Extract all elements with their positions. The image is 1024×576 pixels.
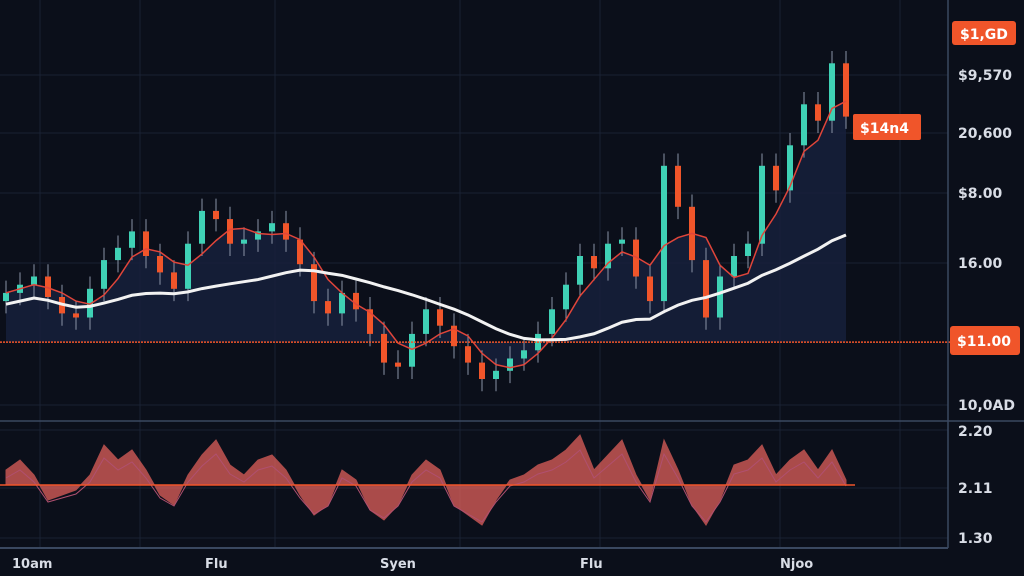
candle-body	[381, 333, 387, 363]
osc-tick-label: 2.20	[958, 424, 993, 440]
x-tick-label: 10am	[12, 557, 52, 572]
top-price-badge: $1,GD	[952, 21, 1016, 45]
x-tick-label: Flu	[580, 557, 603, 572]
candle-body	[591, 256, 597, 269]
svg-text:$11.00: $11.00	[957, 334, 1011, 350]
candle-body	[73, 313, 79, 318]
ma-area-fill	[6, 101, 846, 368]
candle-body	[647, 276, 653, 302]
candle-body	[101, 260, 107, 289]
candle-body	[507, 358, 513, 371]
candle-body	[325, 301, 331, 314]
y-tick-label: 10,0AD	[958, 398, 1015, 414]
svg-text:$14n4: $14n4	[860, 121, 909, 137]
x-tick-label: Syen	[380, 557, 416, 572]
candle-body	[185, 243, 191, 289]
candle-body	[661, 165, 667, 302]
candle-body	[269, 223, 275, 232]
candle-body	[549, 309, 555, 334]
candle-body	[171, 272, 177, 289]
candle-body	[367, 309, 373, 334]
candle-body	[619, 239, 625, 244]
candle-body	[773, 165, 779, 191]
x-tick-label: Njoo	[780, 557, 813, 572]
candle-body	[311, 264, 317, 302]
candle-body	[129, 231, 135, 248]
candles	[3, 51, 849, 392]
osc-tick-label: 2.11	[958, 481, 993, 497]
candle-body	[465, 346, 471, 363]
candle-body	[605, 243, 611, 269]
candle-body	[45, 276, 51, 297]
last-price-badge: $14n4	[853, 114, 921, 140]
oscillator-pane	[0, 434, 855, 526]
candle-body	[577, 256, 583, 285]
candle-body	[227, 219, 233, 244]
candle-body	[493, 370, 499, 379]
candle-body	[339, 292, 345, 314]
candle-body	[255, 231, 261, 240]
candle-body	[717, 276, 723, 318]
oscillator-area	[5, 434, 847, 526]
candle-body	[157, 256, 163, 273]
x-tick-label: Flu	[205, 557, 228, 572]
candle-body	[31, 276, 37, 285]
candle-body	[843, 63, 849, 117]
short-moving-average-line	[5, 100, 847, 369]
svg-text:$1,GD: $1,GD	[960, 27, 1008, 43]
candle-body	[479, 362, 485, 379]
candle-body	[213, 210, 219, 220]
y-tick-label: $9,570	[958, 68, 1012, 84]
candle-body	[115, 247, 121, 261]
candle-body	[829, 63, 835, 121]
candle-body	[297, 239, 303, 265]
candle-body	[437, 309, 443, 326]
candle-body	[731, 256, 737, 277]
y-tick-label: $8.00	[958, 186, 1003, 202]
y-tick-label: 20,600	[958, 126, 1012, 142]
candle-body	[353, 292, 359, 310]
candle-body	[143, 231, 149, 256]
candle-body	[703, 260, 709, 318]
level-price-badge: $11.00	[950, 326, 1020, 355]
candle-body	[801, 104, 807, 146]
candle-body	[395, 362, 401, 367]
candle-body	[633, 239, 639, 277]
candle-body	[241, 239, 247, 244]
candle-body	[451, 325, 457, 347]
candle-body	[815, 104, 821, 121]
candle-body	[423, 309, 429, 334]
candle-body	[759, 165, 765, 244]
candle-body	[3, 292, 9, 302]
candle-body	[787, 145, 793, 191]
candle-body	[199, 210, 205, 244]
candle-body	[409, 333, 415, 367]
candle-body	[745, 243, 751, 256]
candle-body	[521, 350, 527, 359]
long-moving-average-line	[5, 233, 847, 342]
y-tick-label: 16.00	[958, 256, 1003, 272]
candle-body	[283, 223, 289, 240]
osc-tick-label: 1.30	[958, 531, 993, 547]
candle-body	[675, 165, 681, 207]
candle-body	[563, 284, 569, 310]
candle-body	[87, 288, 93, 318]
oscillator-signal-line	[5, 449, 847, 523]
